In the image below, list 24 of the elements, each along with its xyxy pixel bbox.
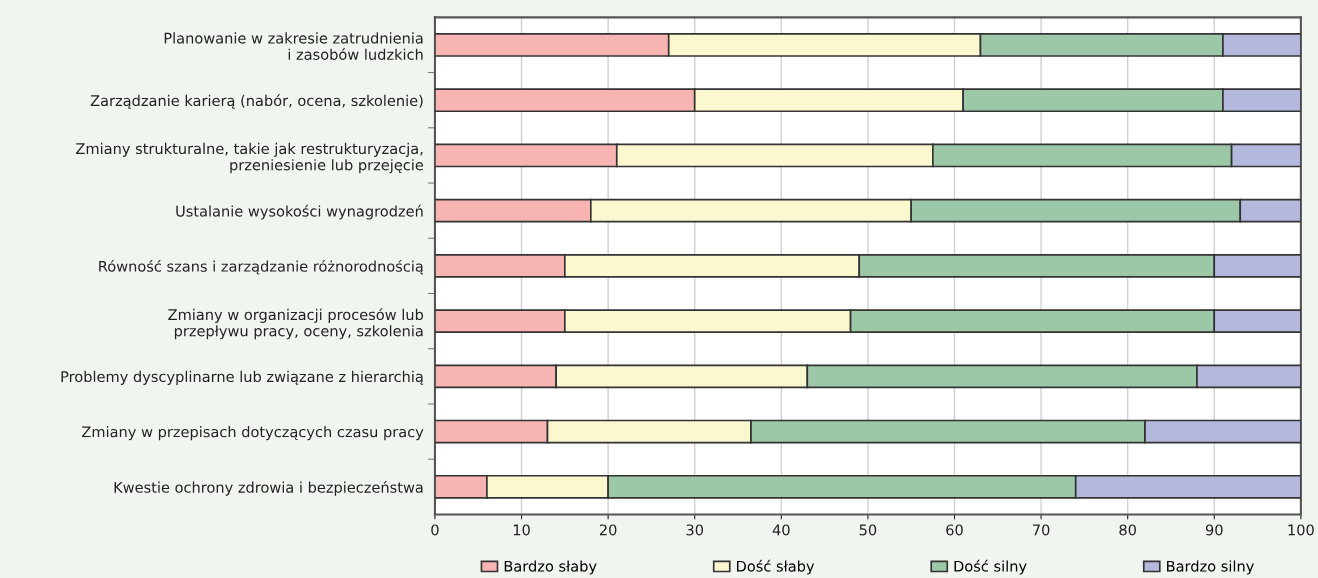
- legend-label: Dość silny: [954, 559, 1027, 575]
- x-tick-label: 70: [1033, 524, 1050, 536]
- y-tick-label: Zmiany strukturalne, takie jak restrukturyzacja, przeniesienie lub przejęcie: [76, 142, 424, 174]
- x-tick-label: 0: [431, 524, 439, 536]
- y-tick-label: Kwestie ochrony zdrowia i bezpieczeństwa: [114, 480, 423, 496]
- x-tick-label: 50: [859, 524, 877, 536]
- x-tick-label: 90: [1205, 524, 1223, 536]
- y-tick-label: Zarządzanie karierą (nabór, ocena, szkolenie): [90, 94, 423, 109]
- legend-label: Bardzo silny: [1167, 560, 1254, 575]
- legend-label: Dość słaby: [737, 559, 815, 575]
- y-tick-label: Problemy dyscyplinarne lub związane z hierarchią: [61, 370, 424, 385]
- x-tick-label: 20: [599, 524, 617, 536]
- x-tick-label: 80: [1119, 524, 1136, 536]
- x-tick-label: 100: [1288, 524, 1314, 536]
- x-tick-label: 40: [772, 524, 790, 536]
- y-tick-label: Zmiany w organizacji procesów lub przepływu pracy, oceny, szkolenia: [168, 308, 424, 340]
- x-tick-label: 30: [686, 524, 704, 536]
- x-tick-label: 10: [513, 524, 530, 536]
- legend-label: Bardzo słaby: [504, 560, 597, 575]
- y-tick-label: Planowanie w zakresie zatrudnienia i zasobów ludzkich: [164, 32, 423, 60]
- y-tick-label: Ustalanie wysokości wynagrodzeń: [176, 204, 423, 220]
- y-tick-label: Zmiany w przepisach dotyczących czasu pracy: [82, 426, 424, 441]
- y-tick-label: Równość szans i zarządzanie różnorodnością: [99, 259, 424, 275]
- x-tick-label: 60: [946, 524, 963, 536]
